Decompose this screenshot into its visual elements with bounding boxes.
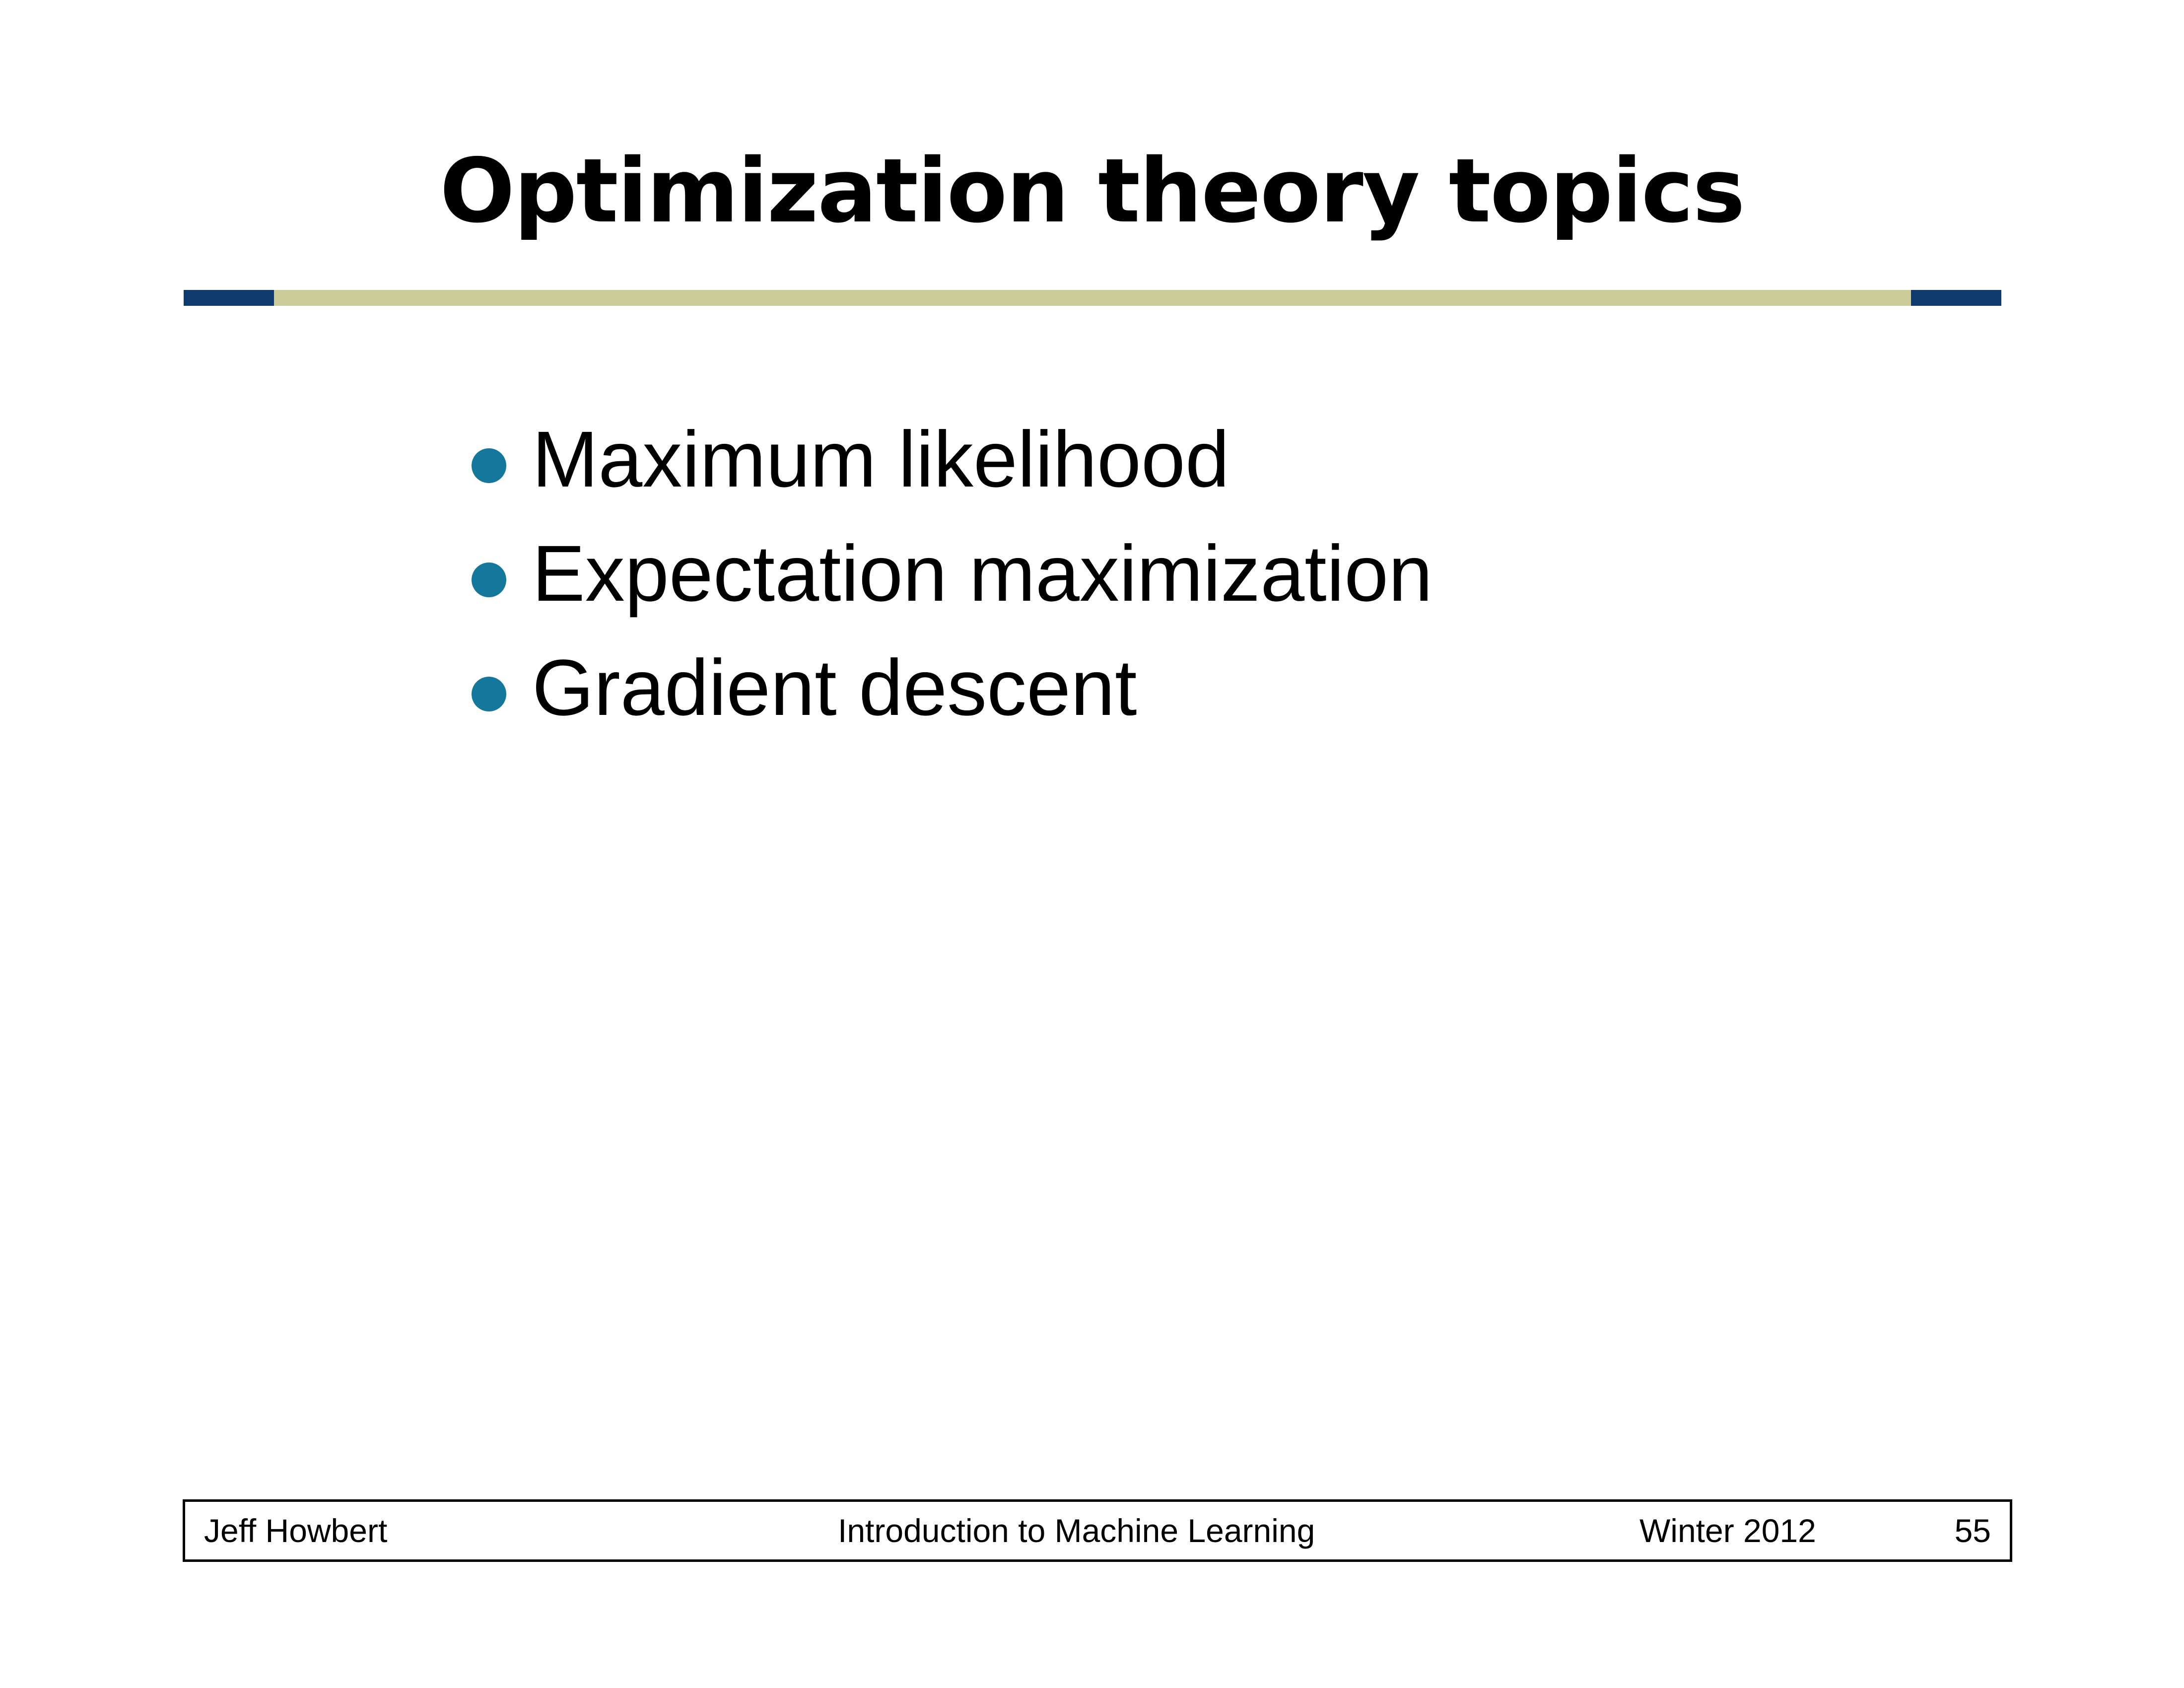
title-rule: [274, 290, 1911, 306]
footer-page-number: 55: [1954, 1512, 1991, 1549]
bullet-dot-icon: [472, 448, 506, 483]
bullet-text: Expectation maximization: [532, 529, 1433, 618]
footer-author: Jeff Howbert: [204, 1512, 388, 1549]
bullet-text: Maximum likelihood: [532, 415, 1229, 503]
title-rule-left-accent: [184, 290, 274, 306]
footer-term: Winter 2012: [1639, 1512, 1816, 1549]
slide-footer: Jeff Howbert Introduction to Machine Lea…: [183, 1499, 2012, 1562]
title-rule-right-accent: [1911, 290, 2001, 306]
bullet-dot-icon: [472, 563, 506, 597]
bullet-dot-icon: [472, 677, 506, 711]
bullet-text: Gradient descent: [532, 643, 1137, 732]
slide-title: Optimization theory topics: [440, 140, 1745, 242]
footer-course-title: Introduction to Machine Learning: [838, 1512, 1315, 1549]
